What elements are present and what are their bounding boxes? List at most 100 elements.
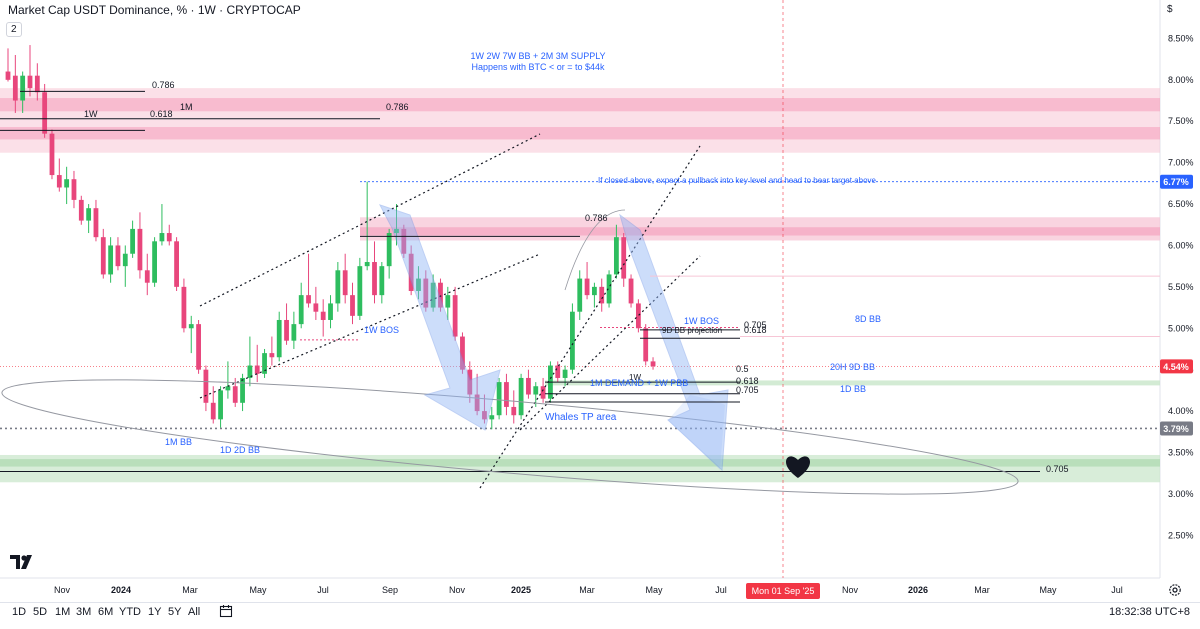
candle-body <box>298 295 304 325</box>
tradingview-logo-icon[interactable] <box>10 555 36 571</box>
time-tick-label: 2026 <box>908 585 928 595</box>
candle-body <box>12 75 18 101</box>
price-tick-label: 4.00% <box>1168 406 1194 416</box>
candle-body <box>159 233 165 242</box>
price-tick-label: 7.50% <box>1168 116 1194 126</box>
crosshair-date-badge <box>746 583 820 599</box>
bearish-arrow-left <box>378 204 501 431</box>
candle-body <box>562 369 568 378</box>
price-badge-label: 4.54% <box>1163 362 1189 372</box>
candle-body <box>174 241 179 287</box>
candle-body <box>276 319 282 358</box>
fib-label-05: 0.5 <box>736 364 749 374</box>
bb-1d-label: 1D BB <box>840 384 866 394</box>
candle-body <box>555 365 561 378</box>
candle-body <box>606 274 612 304</box>
candle-body <box>496 382 502 416</box>
candle-body <box>42 92 48 134</box>
candle-body <box>27 75 33 89</box>
candle-body <box>445 295 451 308</box>
supply-label: 1W 2W 7W BB + 2M 3M SUPPLY <box>470 51 605 61</box>
price-tick-label: 7.00% <box>1168 158 1194 168</box>
timeframe-button[interactable]: 5D <box>33 606 48 618</box>
candle-body <box>613 237 619 275</box>
fib-value-1w: 0.618 <box>150 109 173 119</box>
ellipse-drawing <box>1 379 1019 495</box>
price-tick-label: 3.50% <box>1168 447 1194 457</box>
price-tick-label: 5.50% <box>1168 282 1194 292</box>
candle-body <box>364 262 370 267</box>
price-tick-label: 8.50% <box>1168 33 1194 43</box>
candle-body <box>540 386 546 399</box>
fib-label-bottom: 0.705 <box>1046 464 1069 474</box>
candle-body <box>526 377 531 395</box>
price-tick-label: 8.00% <box>1168 75 1194 85</box>
time-tick-label: Mar <box>579 585 595 595</box>
utc-clock[interactable]: 18:32:38 UTC+8 <box>1108 606 1190 618</box>
crosshair-date-label: Mon 01 Sep '25 <box>752 586 815 596</box>
candle-body <box>460 336 465 370</box>
timeframe-button[interactable]: 5Y <box>168 606 182 618</box>
candle-body <box>467 369 473 395</box>
candle-body <box>56 175 62 188</box>
candle-body <box>584 278 590 296</box>
candle-body <box>291 324 297 341</box>
indicator-count-badge[interactable]: 2 <box>6 22 22 37</box>
candle-body <box>416 278 421 291</box>
candle-body <box>203 369 209 403</box>
timeframe-button[interactable]: YTD <box>119 606 141 618</box>
candle-body <box>115 245 121 267</box>
candle-body <box>628 278 634 304</box>
price-tick-label: 6.00% <box>1168 240 1194 250</box>
candle-body <box>328 303 333 320</box>
candle-body <box>254 365 260 374</box>
fib-label-mid: 0.786 <box>585 213 608 223</box>
candle-body <box>401 228 407 254</box>
time-tick-label: Sep <box>382 585 398 595</box>
bos-label-left: 1W BOS <box>364 325 399 335</box>
bb-20h-label: 20H 9D BB <box>830 362 875 372</box>
gear-icon[interactable] <box>1168 583 1182 597</box>
price-badge <box>1160 359 1193 374</box>
timeframe-button[interactable]: 1D <box>12 606 27 618</box>
candle-body <box>240 377 245 403</box>
time-tick-label: Jul <box>1111 585 1123 595</box>
time-tick-label: Nov <box>54 585 71 595</box>
candle-body <box>504 382 509 407</box>
timeframe-button[interactable]: 6M <box>98 606 114 618</box>
bos-label-right: 1W BOS <box>684 316 719 326</box>
demand-zone <box>0 454 1160 483</box>
calendar-range-icon[interactable] <box>219 604 233 618</box>
candle-body <box>188 324 194 329</box>
candle-body <box>474 394 480 412</box>
candle-body <box>372 262 377 296</box>
candle-body <box>452 295 458 337</box>
candle-body <box>430 282 436 308</box>
fib-label-0618: 0.618 <box>744 325 767 335</box>
candle-body <box>599 286 605 304</box>
timeframe-button[interactable]: 3M <box>76 606 92 618</box>
candle-body <box>100 237 106 275</box>
supply-note: Happens with BTC < or = to $44k <box>471 62 605 72</box>
timeframe-button[interactable]: 1Y <box>148 606 162 618</box>
chart-title: Market Cap USDT Dominance, % · 1W · CRYP… <box>8 3 301 17</box>
candle-body <box>152 241 157 283</box>
candle-body <box>650 361 656 367</box>
price-badge-label: 6.77% <box>1163 177 1189 187</box>
demand-label: 1M DEMAND + 1W PBB <box>590 378 688 388</box>
candle-body <box>49 133 55 176</box>
candle-body <box>438 282 443 308</box>
timeframe-button[interactable]: All <box>188 606 201 618</box>
candle-body <box>284 319 289 341</box>
demand-1m-band <box>545 380 1160 386</box>
candle-body <box>489 415 495 420</box>
candle-body <box>570 311 575 370</box>
supply-band-1m <box>0 98 1160 112</box>
dollar-sign-icon: $ <box>1167 4 1173 15</box>
time-tick-label: Nov <box>842 585 859 595</box>
candle-body <box>5 71 11 80</box>
time-tick-label: May <box>249 585 267 595</box>
timeframe-button[interactable]: 1M <box>55 606 71 618</box>
candle-body <box>262 353 267 374</box>
